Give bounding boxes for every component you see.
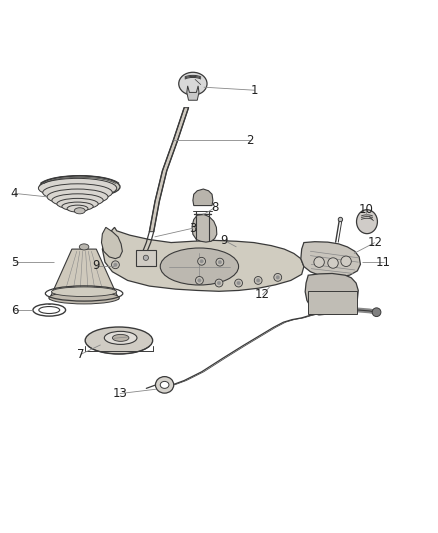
Text: 8: 8 <box>211 201 218 214</box>
Ellipse shape <box>33 304 66 316</box>
Text: 13: 13 <box>112 387 127 400</box>
FancyBboxPatch shape <box>136 250 156 265</box>
Circle shape <box>112 261 119 269</box>
Polygon shape <box>192 214 217 242</box>
Ellipse shape <box>155 377 174 393</box>
Ellipse shape <box>67 205 88 212</box>
Circle shape <box>372 308 381 317</box>
Circle shape <box>254 277 262 284</box>
Ellipse shape <box>160 248 239 285</box>
Circle shape <box>274 273 282 281</box>
Polygon shape <box>193 189 213 206</box>
Ellipse shape <box>338 217 343 222</box>
Text: 11: 11 <box>376 256 391 269</box>
Circle shape <box>198 257 205 265</box>
Ellipse shape <box>357 209 378 233</box>
Ellipse shape <box>52 194 103 207</box>
Polygon shape <box>102 228 122 259</box>
Circle shape <box>114 263 117 266</box>
Ellipse shape <box>160 382 169 389</box>
Polygon shape <box>49 249 119 299</box>
Ellipse shape <box>39 306 60 313</box>
Polygon shape <box>187 86 199 100</box>
Circle shape <box>216 258 224 266</box>
Polygon shape <box>301 241 360 277</box>
Text: 1: 1 <box>251 84 258 96</box>
Circle shape <box>217 281 221 285</box>
Text: 3: 3 <box>189 222 197 235</box>
Text: 5: 5 <box>11 256 18 269</box>
Circle shape <box>314 257 324 268</box>
Ellipse shape <box>43 184 113 201</box>
Circle shape <box>195 277 203 284</box>
Circle shape <box>328 258 338 268</box>
Ellipse shape <box>79 244 89 250</box>
Circle shape <box>235 279 243 287</box>
Circle shape <box>218 261 222 264</box>
Circle shape <box>276 276 279 279</box>
Ellipse shape <box>49 292 119 304</box>
Text: 7: 7 <box>77 348 85 361</box>
Polygon shape <box>149 108 188 232</box>
Circle shape <box>200 260 203 263</box>
Circle shape <box>256 279 260 282</box>
Circle shape <box>143 255 148 261</box>
Circle shape <box>341 256 351 266</box>
Ellipse shape <box>179 72 207 95</box>
Text: 12: 12 <box>255 288 270 301</box>
Ellipse shape <box>51 287 117 296</box>
Ellipse shape <box>39 179 117 198</box>
Polygon shape <box>102 228 304 292</box>
Ellipse shape <box>85 327 152 354</box>
Circle shape <box>237 281 240 285</box>
Ellipse shape <box>104 332 137 344</box>
Ellipse shape <box>39 176 120 198</box>
Ellipse shape <box>74 208 85 214</box>
Ellipse shape <box>113 334 129 341</box>
Polygon shape <box>305 273 358 314</box>
Ellipse shape <box>62 202 93 211</box>
Circle shape <box>198 279 201 282</box>
Text: 12: 12 <box>367 236 382 249</box>
Ellipse shape <box>47 189 108 205</box>
Text: 9: 9 <box>220 234 228 247</box>
Text: 6: 6 <box>11 303 18 317</box>
Text: 10: 10 <box>359 204 374 216</box>
Text: 4: 4 <box>11 187 18 200</box>
Text: 9: 9 <box>92 259 100 272</box>
Ellipse shape <box>57 198 98 209</box>
Circle shape <box>215 279 223 287</box>
Text: 2: 2 <box>247 134 254 147</box>
FancyBboxPatch shape <box>308 292 357 313</box>
